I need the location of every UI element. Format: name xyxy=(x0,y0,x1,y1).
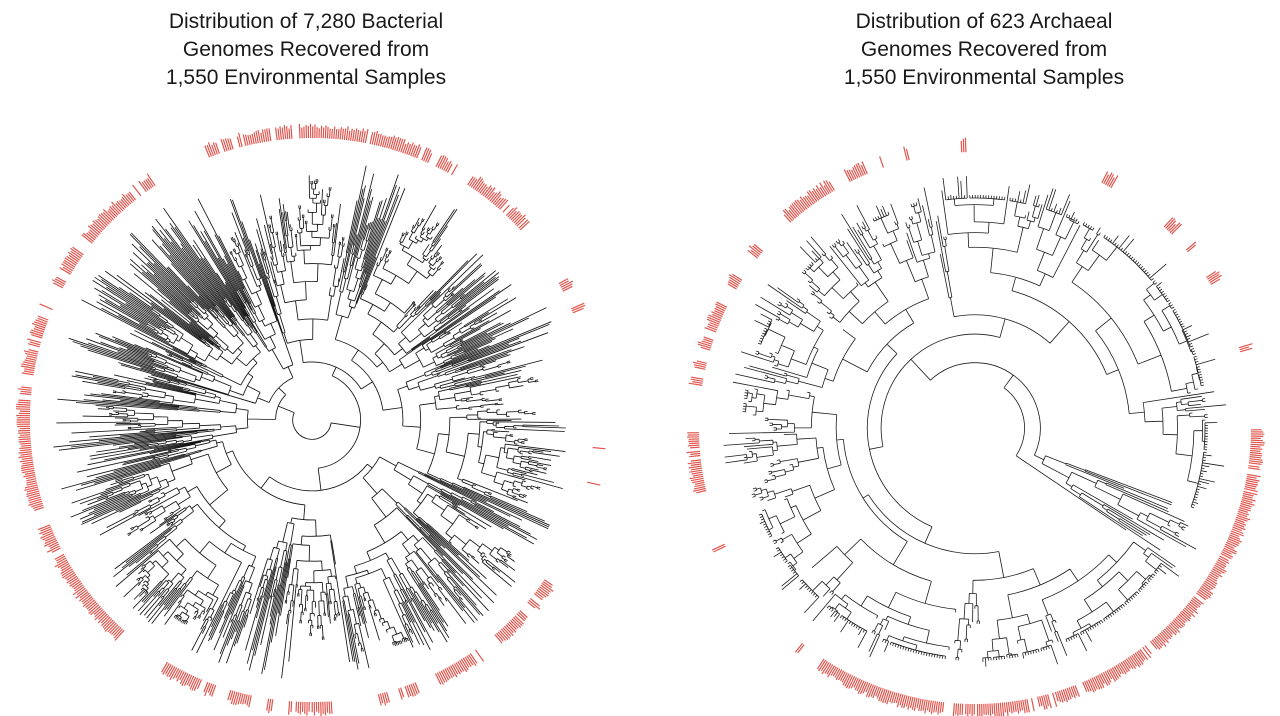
archaeal-genome-distribution-ticks xyxy=(686,137,1265,716)
panel-title-bacterial: Distribution of 7,280 Bacterial Genomes … xyxy=(0,8,626,92)
figure-panel-archaeal: Distribution of 623 Archaeal Genomes Rec… xyxy=(640,0,1280,716)
figure-panel-bacterial: Distribution of 7,280 Bacterial Genomes … xyxy=(0,8,626,716)
archaeal-tree-branches xyxy=(723,176,1226,667)
archaeal-phylogenetic-tree xyxy=(686,137,1265,716)
title-line: Distribution of 7,280 Bacterial xyxy=(168,10,444,33)
title-line: Genomes Recovered from xyxy=(182,38,430,61)
title-line: 1,550 Environmental Samples xyxy=(165,66,447,89)
bacterial-genome-distribution-ticks xyxy=(15,123,606,716)
panel-title-archaeal: Distribution of 623 Archaeal Genomes Rec… xyxy=(664,8,1280,92)
bacterial-phylogenetic-tree xyxy=(15,123,606,716)
title-line: 1,550 Environmental Samples xyxy=(843,66,1125,89)
title-line: Genomes Recovered from xyxy=(860,38,1108,61)
bacterial-tree-branches xyxy=(53,165,566,679)
title-line: Distribution of 623 Archaeal xyxy=(855,10,1113,33)
